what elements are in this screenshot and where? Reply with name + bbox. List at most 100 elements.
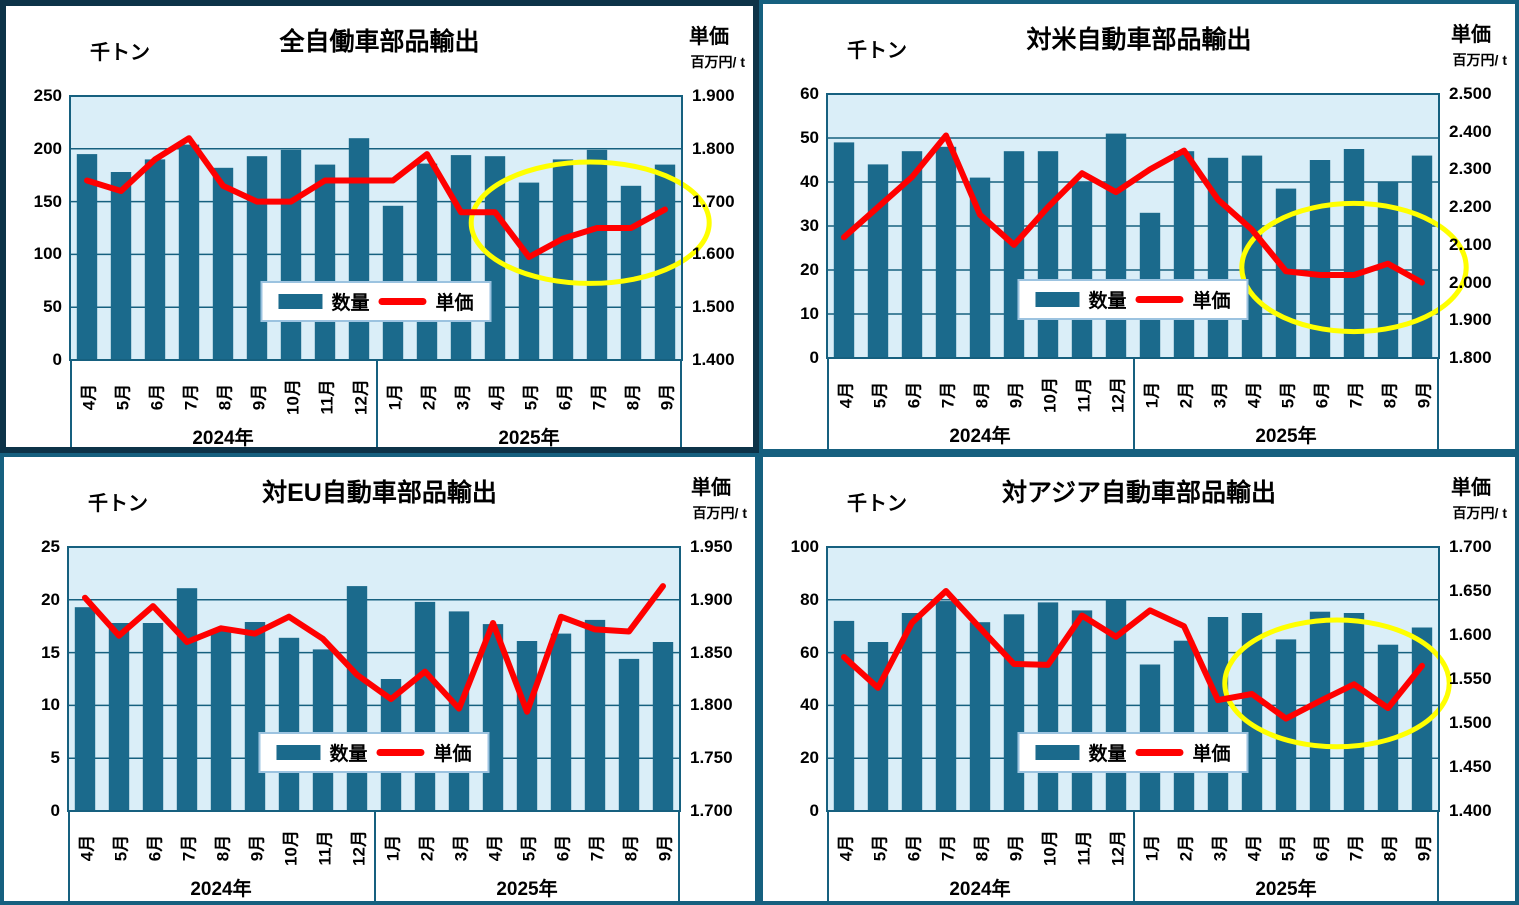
quantity-bar [1343,613,1365,811]
month-label: 11月 [317,379,337,415]
right-axis-tick: 1.950 [690,537,733,556]
quantity-bar [620,185,642,360]
left-axis-tick: 30 [800,216,819,235]
plot-area: 数量 単価 [826,93,1469,359]
left-axis-tick: 25 [41,537,60,556]
quantity-bar [652,642,674,811]
quantity-bar [1343,149,1365,358]
quantity-bar [618,658,640,811]
quantity-bar [901,613,923,811]
quantity-bar [1037,151,1059,358]
right-axis-tick: 1.700 [1449,537,1492,556]
year-label: 2025年 [1255,426,1317,447]
month-label: 9月 [1006,834,1026,862]
x-axis-area [70,360,682,447]
month-label: 2月 [417,834,437,862]
plot-area: 数量 単価 [67,546,681,812]
plot-area: 数量 単価 [826,546,1452,812]
highlight-ellipse [468,159,712,286]
year-label: 2024年 [949,879,1011,900]
month-label: 10月 [281,830,301,866]
chart-panel-total-exports[interactable]: 全自働車部品輸出 千トン 単価 百万円/ t 数量 単価 0 50 100 150 20… [0,0,759,453]
quantity-bar [1071,182,1093,358]
month-label: 9月 [1414,834,1434,862]
right-axis-tick: 1.650 [1449,581,1492,600]
left-axis-tick: 100 [33,244,62,264]
quantity-bar [178,144,200,360]
month-label: 4月 [485,834,505,862]
month-label: 6月 [1312,834,1332,862]
left-axis-unit: 千トン [847,493,907,515]
legend-quantity-label: 数量 [331,292,370,314]
month-label: 9月 [247,834,267,862]
month-label: 8月 [215,383,235,411]
right-axis-subunit: 百万円/ t [1452,52,1507,68]
legend: 数量 単価 [1017,278,1249,320]
month-label: 4月 [79,383,99,411]
quantity-bar [833,142,855,358]
legend-price-label: 単価 [433,743,472,765]
unit-price-line [841,588,1425,722]
month-label: 12月 [1108,830,1128,866]
left-axis-tick: 250 [33,86,62,105]
left-axis-tick: 80 [800,589,819,609]
month-label: 6月 [1312,381,1332,409]
month-label: 4月 [1244,381,1264,409]
quantity-bar [1207,617,1229,811]
month-label: 1月 [1142,834,1162,862]
quantity-bar [312,649,334,811]
month-label: 12月 [1108,377,1128,413]
highlight-ellipse [1222,617,1452,750]
month-label: 9月 [655,834,675,862]
chart-panel-us-exports[interactable]: 対米自動車部品輸出 千トン 単価 百万円/ t 数量 単価 0 10 20 30 40 5… [759,0,1519,453]
chart-panel-eu-exports[interactable]: 対EU自動車部品輸出 千トン 単価 百万円/ t 数量 単価 0 5 10 15 20 2… [0,453,759,905]
quantity-bar [901,151,923,358]
left-axis-tick: 15 [41,642,60,662]
x-axis-area [827,358,1439,449]
quantity-bar [550,633,572,811]
month-label: 5月 [1278,834,1298,862]
month-label: 9月 [1414,381,1434,409]
quantity-bar [552,159,574,360]
month-label: 4月 [836,834,856,862]
quantity-bar [1071,610,1093,811]
month-label: 6月 [145,834,165,862]
month-label: 5月 [111,834,131,862]
month-label: 6月 [904,381,924,409]
chart-title: 全自働車部品輸出 [279,28,480,56]
quantity-bar [74,607,96,811]
left-axis-tick: 0 [809,348,819,367]
month-label: 11月 [315,830,335,866]
year-divider [1133,811,1135,901]
right-axis-unit: 単価 [1451,477,1491,499]
quantity-bar [1377,644,1399,811]
left-axis-tick: 20 [800,260,819,279]
month-label: 8月 [1380,381,1400,409]
right-axis-tick: 1.800 [1449,348,1492,367]
month-label: 2月 [1176,381,1196,409]
quantity-bar [1173,151,1195,358]
highlight-ellipse [1239,200,1469,335]
chart-plot-svg [69,95,712,361]
year-divider [1133,358,1135,449]
right-axis-subunit: 百万円/ t [1452,505,1507,521]
left-axis-tick: 0 [50,801,60,820]
chart-panel-asia-exports[interactable]: 対アジア自動車部品輸出 千トン 単価 百万円/ t 数量 単価 0 20 40 60 8… [759,453,1519,905]
quantity-bar [1105,133,1127,358]
month-label: 8月 [972,381,992,409]
year-divider [374,811,376,901]
month-label: 7月 [938,834,958,862]
month-label: 5月 [521,383,541,411]
month-label: 8月 [213,834,233,862]
month-label: 5月 [1278,381,1298,409]
year-label: 2024年 [192,428,254,449]
quantity-bar [867,642,889,811]
month-label: 10月 [1040,377,1060,413]
left-axis-tick: 40 [800,172,819,191]
month-label: 9月 [657,383,677,411]
right-axis-tick: 1.450 [1449,757,1492,776]
legend-price-label: 単価 [1192,290,1231,312]
unit-price-line [84,135,668,260]
month-label: 10月 [283,379,303,415]
